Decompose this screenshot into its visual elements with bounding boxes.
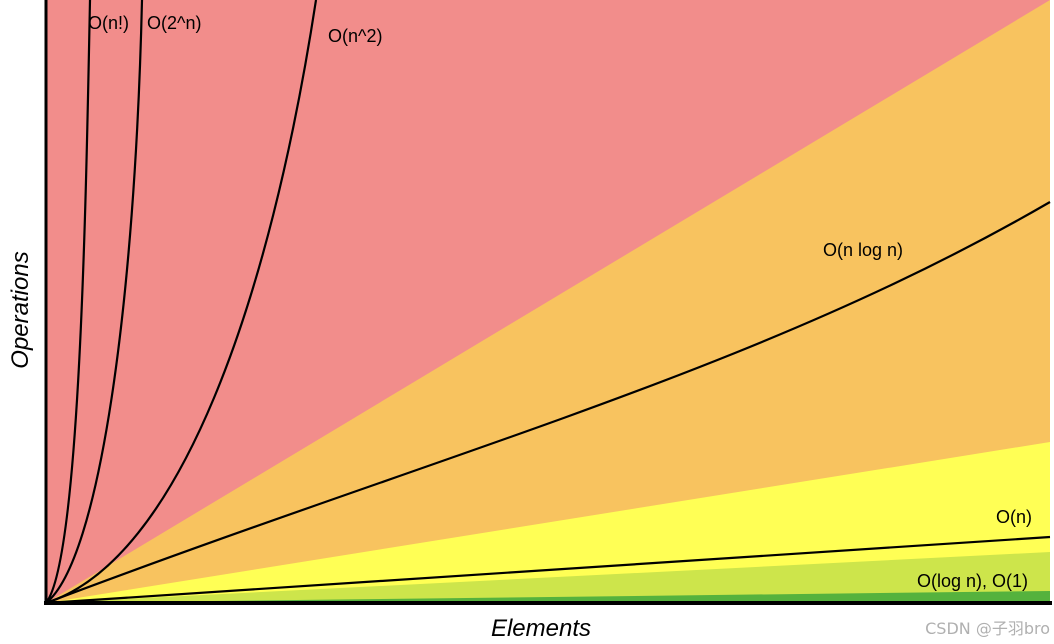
region-good (46, 552, 1050, 603)
curve-o-2-n (45, 0, 144, 604)
x-axis-title: Elements (491, 615, 591, 642)
label-o-n-log-n: O(n log n) (823, 240, 903, 260)
region-bad (46, 0, 1050, 603)
label-o-2-n: O(2^n) (147, 13, 201, 33)
label-o-n-squared: O(n^2) (328, 26, 382, 46)
curve-o-n-factorial (45, 0, 92, 604)
curve-o-n-squared (45, 0, 318, 605)
watermark: CSDN @子羽bro (925, 619, 1050, 638)
region-excellent (46, 591, 1050, 603)
label-o-log-n-o-1: O(log n), O(1) (917, 571, 1028, 591)
region-fair (46, 442, 1050, 603)
y-axis-title: Operations (7, 251, 34, 368)
label-o-n-factorial: O(n!) (88, 13, 129, 33)
label-o-n: O(n) (996, 507, 1032, 527)
curve-o-n (45, 535, 1051, 605)
curve-o-n-log-n (45, 201, 1051, 605)
